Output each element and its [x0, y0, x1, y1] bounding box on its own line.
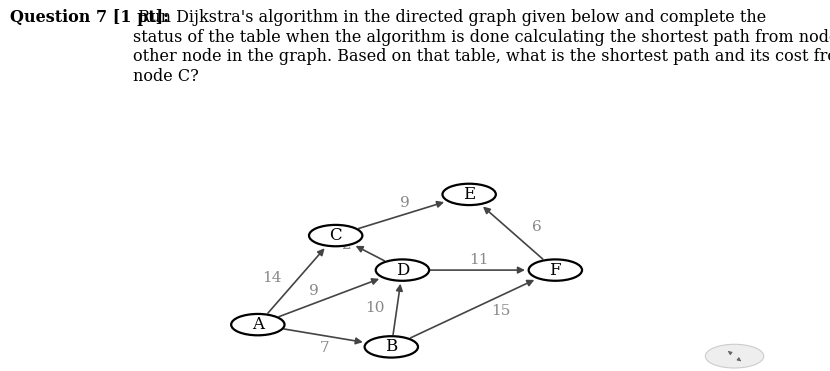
Ellipse shape [706, 344, 764, 368]
Ellipse shape [309, 225, 363, 246]
Text: 9: 9 [309, 284, 319, 298]
Text: F: F [549, 262, 561, 279]
Text: 2: 2 [342, 238, 352, 252]
Text: A: A [251, 316, 264, 333]
Text: Run Dijkstra's algorithm in the directed graph given below and complete the
stat: Run Dijkstra's algorithm in the directed… [133, 9, 830, 85]
Text: 10: 10 [365, 302, 384, 315]
Ellipse shape [231, 314, 285, 335]
Ellipse shape [364, 336, 418, 358]
Text: 15: 15 [491, 304, 510, 318]
Ellipse shape [442, 184, 496, 205]
Text: 6: 6 [532, 220, 542, 234]
Text: C: C [330, 227, 342, 244]
Text: 14: 14 [262, 271, 281, 285]
Ellipse shape [376, 259, 429, 281]
Text: D: D [396, 262, 409, 279]
Text: E: E [463, 186, 476, 203]
Ellipse shape [529, 259, 582, 281]
Text: 11: 11 [469, 253, 489, 267]
Text: 9: 9 [400, 196, 410, 210]
Text: B: B [385, 338, 398, 355]
Text: 7: 7 [320, 341, 330, 355]
Text: Question 7 [1 pt]:: Question 7 [1 pt]: [10, 9, 169, 26]
